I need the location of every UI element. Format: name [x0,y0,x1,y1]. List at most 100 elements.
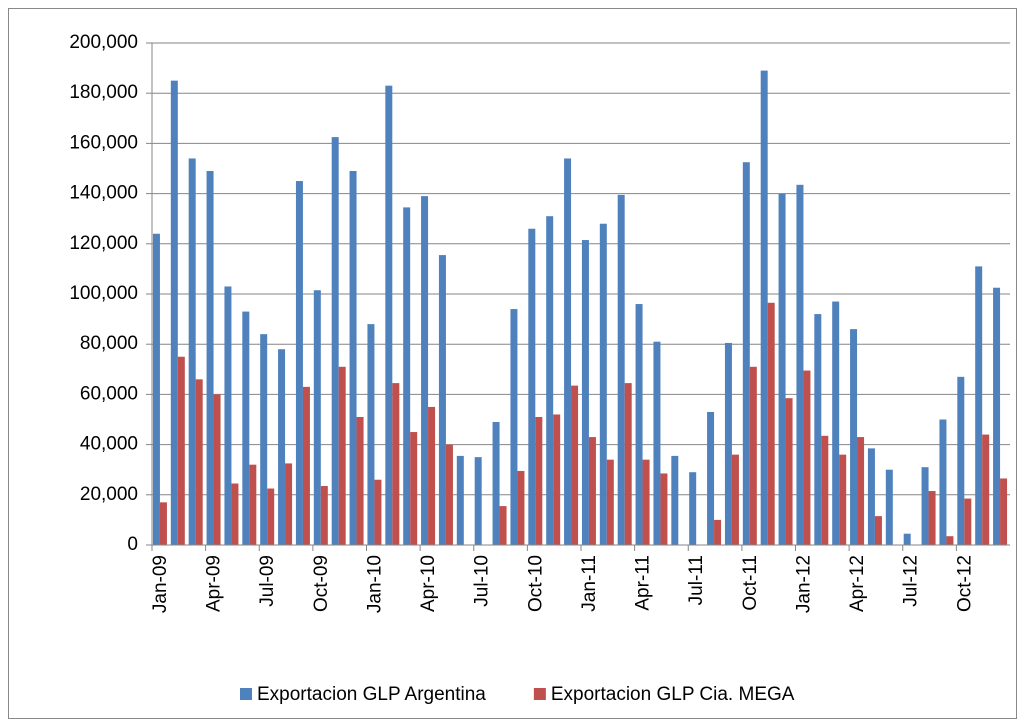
bar [403,207,411,545]
x-tick-label: Oct-10 [525,555,546,612]
bar [760,70,768,546]
legend-swatch [240,688,252,700]
bar [320,486,328,545]
bar [249,464,257,545]
bar [742,162,750,545]
bar [410,432,418,545]
y-tick-label: 140,000 [69,183,138,204]
bar [671,455,679,545]
y-tick-label: 200,000 [69,32,138,53]
bar [278,349,286,545]
bar [152,233,160,545]
y-tick-label: 120,000 [69,233,138,254]
x-tick-label: Jul-12 [901,555,922,607]
y-tick-label: 80,000 [80,333,138,354]
bar [492,422,500,545]
bar [295,181,303,546]
bar [821,435,829,545]
x-tick-label: Jan-12 [793,555,814,613]
bar [438,255,446,545]
y-tick-label: 160,000 [69,132,138,153]
bar [231,483,239,545]
bar [242,311,250,545]
bar [957,376,965,545]
y-tick-label: 60,000 [80,383,138,404]
bar [535,416,543,545]
bar [367,324,375,545]
bar [267,488,275,545]
x-tick-label: Jan-10 [364,555,385,613]
legend-label: Exportacion GLP Argentina [257,684,486,705]
bar [964,498,972,545]
bar [302,386,310,545]
bar [188,158,196,545]
bar [349,171,357,545]
bar [195,379,203,545]
bar [338,366,346,545]
bar [885,469,893,545]
bar [928,491,936,545]
bar [814,314,822,545]
bar [170,80,178,546]
bar [635,304,643,545]
bar [975,266,983,545]
bar [867,448,875,545]
y-tick-label: 100,000 [69,283,138,304]
bar [707,411,715,545]
bar [206,171,214,545]
bar [903,533,911,545]
bar [599,223,607,545]
bar [660,473,668,545]
x-tick-label: Jan-09 [150,555,171,613]
bar [606,459,614,545]
x-tick-label: Oct-09 [311,555,332,612]
bar [874,516,882,545]
bar [213,394,221,545]
bar [260,334,268,545]
bar [617,194,625,546]
x-tick-label: Jul-10 [472,555,493,607]
y-tick-label: 40,000 [80,434,138,455]
bar [224,286,232,545]
bar [588,437,596,545]
x-tick-label: Apr-12 [847,555,868,612]
y-tick-label: 20,000 [80,484,138,505]
y-tick-label: 0 [127,534,138,555]
bar [331,137,339,545]
legend-label: Exportacion GLP Cia. MEGA [551,684,795,705]
bar [803,370,811,545]
bar [724,342,732,545]
bar [356,416,364,545]
bar [714,519,722,545]
bar [517,470,525,545]
x-tick-label: Apr-10 [418,555,439,612]
bar [445,444,453,545]
bar [767,302,775,545]
bar [392,383,400,545]
bar [832,301,840,545]
bar [571,385,579,545]
bar [839,454,847,545]
y-tick-label: 180,000 [69,82,138,103]
bar [385,85,393,546]
bar [546,216,554,545]
x-tick-label: Apr-11 [633,555,654,611]
bar [177,356,185,545]
bar [653,341,661,545]
bar [564,158,572,545]
x-tick-label: Jul-09 [257,555,278,607]
bar [456,455,464,545]
bar [374,479,382,545]
bar [642,459,650,545]
bar [946,536,954,545]
bar [499,506,507,545]
bar [731,454,739,545]
bar [421,196,429,546]
bar [313,290,321,545]
bar [939,419,947,545]
bar [778,193,786,545]
bar [553,414,561,545]
bar [285,463,293,545]
legend-swatch [533,688,546,700]
